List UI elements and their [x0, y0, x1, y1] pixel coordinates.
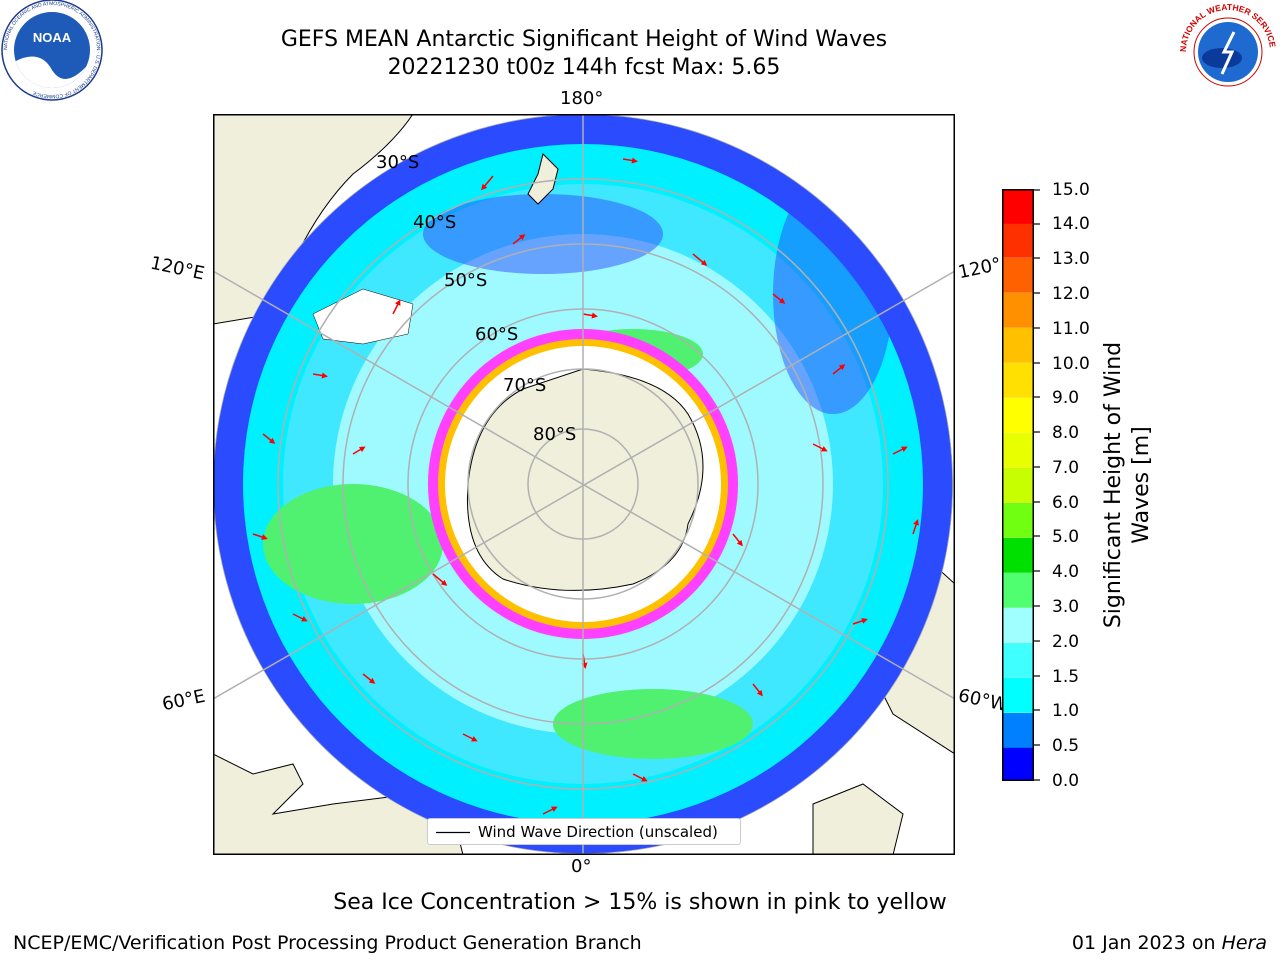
colorbar	[1002, 189, 1034, 781]
lat-label-50s: 50°S	[444, 270, 488, 291]
colorbar-tick-label: 7.0	[1052, 458, 1080, 478]
colorbar-tick-label: 9.0	[1052, 388, 1080, 408]
colorbar-tick-label: 10.0	[1052, 354, 1090, 374]
lat-label-70s: 70°S	[503, 375, 547, 396]
footer-right: 01 Jan 2023 on Hera	[1072, 932, 1267, 954]
colorbar-tick-label: 0.0	[1052, 771, 1080, 791]
caption: Sea Ice Concentration > 15% is shown in …	[333, 890, 947, 915]
legend-label: Wind Wave Direction (unscaled)	[478, 823, 718, 841]
footer-left: NCEP/EMC/Verification Post Processing Pr…	[13, 932, 642, 954]
legend-line-icon	[436, 831, 470, 834]
lat-label-30s: 30°S	[376, 152, 420, 173]
africa-east-land	[812, 783, 904, 855]
colorbar-label-line2: Waves [m]	[1129, 426, 1154, 544]
colorbar-tick-marks	[1034, 189, 1040, 781]
chart-title: GEFS MEAN Antarctic Significant Height o…	[280, 27, 888, 52]
colorbar-tick-label: 14.0	[1052, 214, 1090, 234]
noaa-logo-text: NOAA	[33, 30, 72, 45]
noaa-logo: NOAA NATIONAL OCEANIC AND ATMOSPHERIC AD…	[1, 0, 103, 101]
wind-direction-arrows	[252, 157, 919, 815]
polar-map	[213, 114, 955, 855]
footer-machine: Hera	[1221, 932, 1267, 954]
lon-label-120e: 120°E	[148, 252, 207, 285]
lon-label-180: 180°	[560, 88, 604, 109]
lon-label-120w: 120°	[956, 253, 1004, 284]
lon-label-60e: 60°E	[160, 685, 207, 716]
map-legend: Wind Wave Direction (unscaled)	[427, 818, 741, 845]
lat-label-80s: 80°S	[533, 424, 577, 445]
footer-date: 01 Jan 2023 on	[1071, 932, 1222, 954]
colorbar-tick-label: 3.0	[1052, 597, 1080, 617]
lat-label-60s: 60°S	[475, 324, 519, 345]
lon-label-0: 0°	[571, 856, 592, 877]
colorbar-tick-label: 12.0	[1052, 284, 1090, 304]
chart-subtitle: 20221230 t00z 144h fcst Max: 5.65	[387, 55, 781, 80]
colorbar-tick-label: 6.0	[1052, 493, 1080, 513]
colorbar-tick-label: 2.0	[1052, 632, 1080, 652]
colorbar-tick-label: 5.0	[1052, 527, 1080, 547]
colorbar-tick-label: 0.5	[1052, 736, 1080, 756]
colorbar-tick-label: 11.0	[1052, 319, 1090, 339]
colorbar-tick-label: 13.0	[1052, 249, 1090, 269]
longitude-gridlines	[213, 114, 955, 855]
colorbar-tick-label: 8.0	[1052, 423, 1080, 443]
colorbar-tick-label: 4.0	[1052, 562, 1080, 582]
colorbar-tick-label: 1.0	[1052, 701, 1080, 721]
nws-logo: NATIONAL WEATHER SERVICE	[1178, 2, 1278, 100]
colorbar-tick-label: 15.0	[1052, 180, 1090, 200]
lat-label-40s: 40°S	[413, 212, 457, 233]
colorbar-label-line1: Significant Height of Wind	[1101, 341, 1126, 629]
new-zealand-land	[527, 153, 559, 205]
africa-land	[213, 753, 464, 855]
colorbar-tick-label: 1.5	[1052, 667, 1080, 687]
